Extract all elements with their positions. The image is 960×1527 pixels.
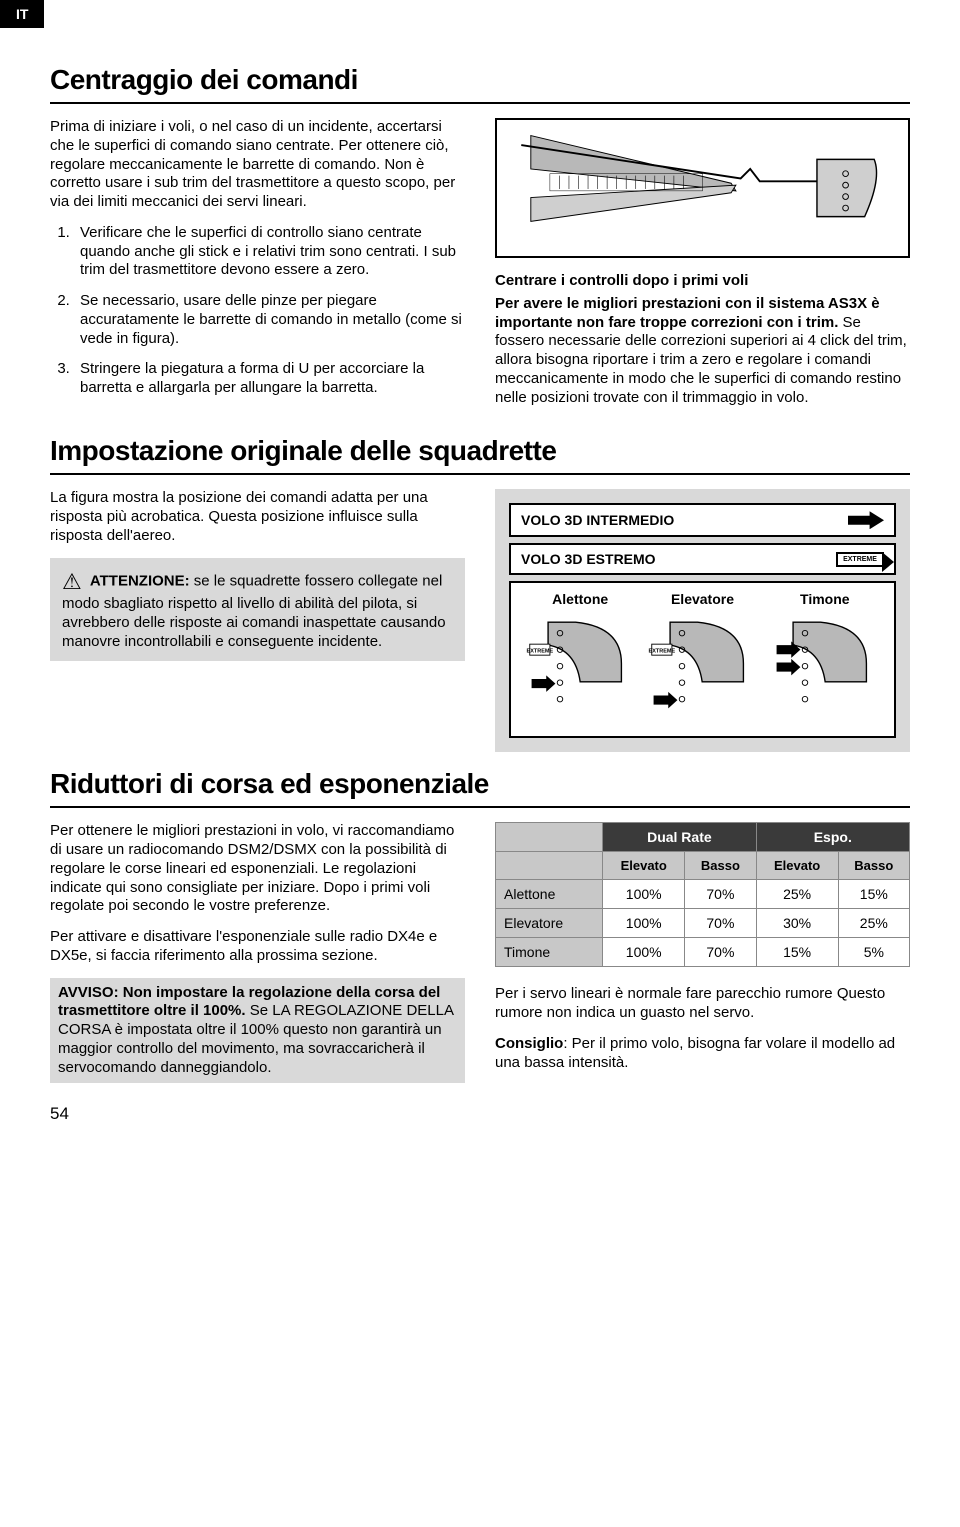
section1-intro: Prima di iniziare i voli, o nel caso di … [50,118,465,212]
section1-right-bold: Per avere le migliori prestazioni con il… [495,295,880,331]
th-expo: Espo. [756,823,909,852]
cell: 25% [838,909,909,938]
section3-note1: Per i servo lineari è normale fare parec… [495,985,910,1023]
arrow-solid-icon [848,511,884,529]
section1-title: Centraggio dei comandi [50,64,910,96]
section3-p1: Per ottenere le migliori prestazioni in … [50,822,465,916]
section1-right-text: Per avere le migliori prestazioni con il… [495,295,910,408]
section3-note2: Consiglio: Per il primo volo, bisogna fa… [495,1035,910,1073]
horn-aileron-icon: EXTREME [519,613,641,723]
row1-label: Elevatore [496,909,603,938]
divider [50,102,910,104]
table-row: Timone 100% 70% 15% 5% [496,938,910,967]
cell: 100% [603,880,685,909]
mode-extreme: VOLO 3D ESTREMO EXTREME [509,543,896,575]
horn-rudder-icon [764,613,886,723]
section2-intro: La figura mostra la posizione dei comand… [50,489,465,545]
warning-label: ATTENZIONE: [90,572,190,589]
cell: 30% [756,909,838,938]
warning-box: ⚠ ATTENZIONE: se le squadrette fossero c… [50,558,465,662]
step-3: Stringere la piegatura a forma di U per … [74,360,465,398]
page-number: 54 [50,1104,910,1124]
horn-rudder-label: Timone [764,591,886,607]
cell: 5% [838,938,909,967]
svg-text:EXTREME: EXTREME [649,649,676,655]
sub-elevato1: Elevato [603,852,685,880]
horn-aileron-label: Alettone [519,591,641,607]
language-tab: IT [0,0,44,28]
cell: 15% [838,880,909,909]
cell: 15% [756,938,838,967]
mode-intermediate: VOLO 3D INTERMEDIO [509,503,896,537]
section3-title: Riduttori di corsa ed esponenziale [50,768,910,800]
note2-bold: Consiglio [495,1035,563,1052]
mode2-label: VOLO 3D ESTREMO [521,551,656,567]
horn-elevator-icon: EXTREME [641,613,763,723]
step-2: Se necessario, usare delle pinze per pie… [74,292,465,348]
section3-p2: Per attivare e disattivare l'esponenzial… [50,928,465,966]
warning-icon: ⚠ [62,568,82,596]
mode1-label: VOLO 3D INTERMEDIO [521,512,674,528]
step-1: Verificare che le superfici di controllo… [74,224,465,280]
horn-figure: Alettone EXTREME [509,581,896,738]
cell: 70% [685,909,756,938]
section2-title: Impostazione originale delle squadrette [50,435,910,467]
pliers-figure [495,118,910,258]
arrow-extreme-icon: EXTREME [836,552,884,567]
row0-label: Alettone [496,880,603,909]
cell: 70% [685,880,756,909]
divider [50,806,910,808]
sub-basso2: Basso [838,852,909,880]
th-dualrate: Dual Rate [603,823,756,852]
svg-text:EXTREME: EXTREME [527,649,554,655]
section1-right-heading: Centrare i controlli dopo i primi voli [495,272,910,291]
cell: 100% [603,909,685,938]
avviso-box: AVVISO: Non impostare la regolazione del… [50,978,465,1084]
divider [50,473,910,475]
section1-steps: Verificare che le superfici di controllo… [50,224,465,398]
row2-label: Timone [496,938,603,967]
horn-elevator-label: Elevatore [641,591,763,607]
sub-elevato2: Elevato [756,852,838,880]
sub-basso1: Basso [685,852,756,880]
cell: 100% [603,938,685,967]
table-row: Alettone 100% 70% 25% 15% [496,880,910,909]
rates-table: Dual Rate Espo. Elevato Basso Elevato Ba… [495,822,910,967]
cell: 70% [685,938,756,967]
table-row: Elevatore 100% 70% 30% 25% [496,909,910,938]
cell: 25% [756,880,838,909]
horn-settings-panel: VOLO 3D INTERMEDIO VOLO 3D ESTREMO EXTRE… [495,489,910,752]
